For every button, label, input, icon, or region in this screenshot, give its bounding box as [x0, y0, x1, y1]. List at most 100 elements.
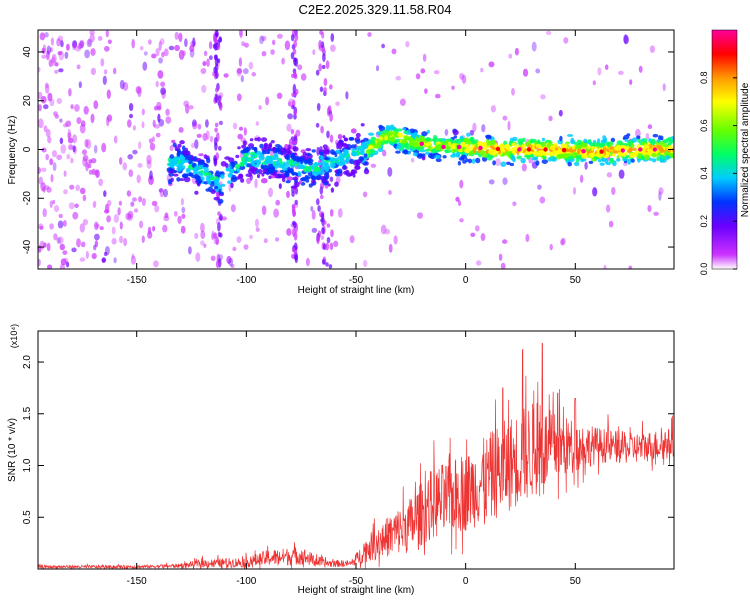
noise-blob	[158, 40, 162, 51]
ridge-blob	[486, 154, 493, 161]
ridge-blob	[337, 133, 343, 140]
noise-blob	[52, 150, 57, 158]
ridge-blob	[529, 153, 535, 158]
ridge-blob	[185, 150, 191, 156]
noise-blob	[475, 225, 480, 232]
noise-blob	[84, 49, 90, 59]
noise-blob	[155, 47, 160, 57]
ridge-blob	[359, 148, 365, 152]
band-blob	[213, 42, 218, 51]
ridge-blob	[499, 143, 505, 147]
noise-blob	[77, 43, 83, 50]
ridge-blob	[213, 186, 219, 190]
ridge-blob	[319, 151, 324, 156]
ridge-blob	[354, 165, 361, 171]
ridge-blob	[311, 149, 316, 153]
ridge-blob	[378, 136, 384, 141]
band-blob	[214, 122, 219, 128]
noise-blob	[160, 81, 166, 87]
ridge-blob	[437, 138, 444, 142]
noise-blob	[248, 61, 254, 70]
band-blob	[330, 33, 335, 42]
noise-blob	[158, 188, 163, 193]
x-tick-label: 50	[570, 576, 582, 587]
noise-blob	[232, 246, 237, 252]
peak-dot	[638, 147, 643, 152]
ridge-blob	[238, 173, 244, 179]
noise-blob	[119, 157, 123, 165]
noise-blob	[345, 91, 349, 100]
noise-blob	[67, 132, 72, 140]
noise-blob	[246, 177, 252, 185]
ridge-blob	[581, 143, 588, 148]
band-blob	[219, 213, 223, 222]
noise-blob	[206, 58, 210, 67]
ridge-blob	[230, 182, 234, 189]
noise-blob	[74, 104, 80, 112]
noise-blob	[53, 233, 58, 241]
spectrogram-ylabel: Frequency (Hz)	[7, 116, 18, 185]
peak-dot	[456, 144, 462, 150]
noise-blob	[200, 68, 207, 74]
noise-blob	[126, 190, 132, 197]
noise-blob	[539, 196, 546, 204]
noise-blob	[284, 40, 291, 51]
ridge-blob	[534, 141, 538, 145]
noise-blob	[469, 129, 475, 136]
ridge-blob	[234, 163, 241, 169]
noise-blob	[433, 70, 440, 75]
ridge-blob	[171, 139, 176, 144]
ridge-blob	[230, 161, 235, 167]
noise-blob	[72, 211, 79, 220]
noise-blob	[395, 75, 402, 81]
noise-blob	[561, 237, 566, 245]
ridge-blob	[656, 139, 661, 143]
ridge-blob	[176, 166, 183, 172]
ridge-blob	[431, 148, 437, 153]
ridge-blob	[200, 170, 204, 174]
ridge-blob	[491, 151, 497, 156]
band-blob	[293, 221, 297, 229]
noise-blob	[44, 185, 50, 190]
ridge-blob	[627, 158, 632, 165]
ridge-blob	[283, 162, 290, 169]
ridge-blob	[591, 157, 596, 162]
ridge-blob	[636, 144, 640, 149]
ridge-blob	[451, 143, 457, 149]
noise-blob	[131, 253, 135, 259]
ridge-blob	[444, 150, 449, 154]
ridge-blob	[396, 145, 402, 149]
ridge-blob	[610, 137, 616, 143]
noise-blob	[461, 74, 467, 84]
band-blob	[213, 158, 218, 167]
noise-blob	[83, 105, 89, 115]
noise-blob	[208, 41, 213, 50]
ridge-blob	[583, 138, 588, 144]
ridge-blob	[549, 145, 556, 151]
ridge-blob	[262, 168, 269, 174]
ridge-blob	[666, 152, 671, 156]
noise-blob	[101, 257, 107, 263]
peak-dot	[543, 147, 548, 152]
noise-blob	[72, 40, 78, 48]
noise-blob	[95, 169, 100, 178]
noise-blob	[455, 196, 460, 202]
noise-blob	[387, 167, 393, 177]
ridge-blob	[541, 137, 546, 142]
ridge-blob	[284, 171, 290, 178]
ridge-blob	[389, 126, 394, 131]
ridge-blob	[311, 177, 317, 180]
ridge-blob	[293, 160, 297, 165]
ridge-blob	[419, 135, 424, 141]
ridge-blob	[321, 177, 326, 184]
noise-blob	[178, 32, 183, 42]
noise-blob	[119, 235, 124, 244]
noise-blob	[60, 40, 64, 48]
noise-blob	[91, 253, 97, 260]
ridge-blob	[516, 155, 522, 160]
ridge-blob	[581, 158, 587, 162]
noise-blob	[194, 139, 199, 150]
ridge-blob	[465, 137, 470, 143]
ridge-blob	[574, 155, 581, 159]
noise-blob	[488, 179, 495, 185]
